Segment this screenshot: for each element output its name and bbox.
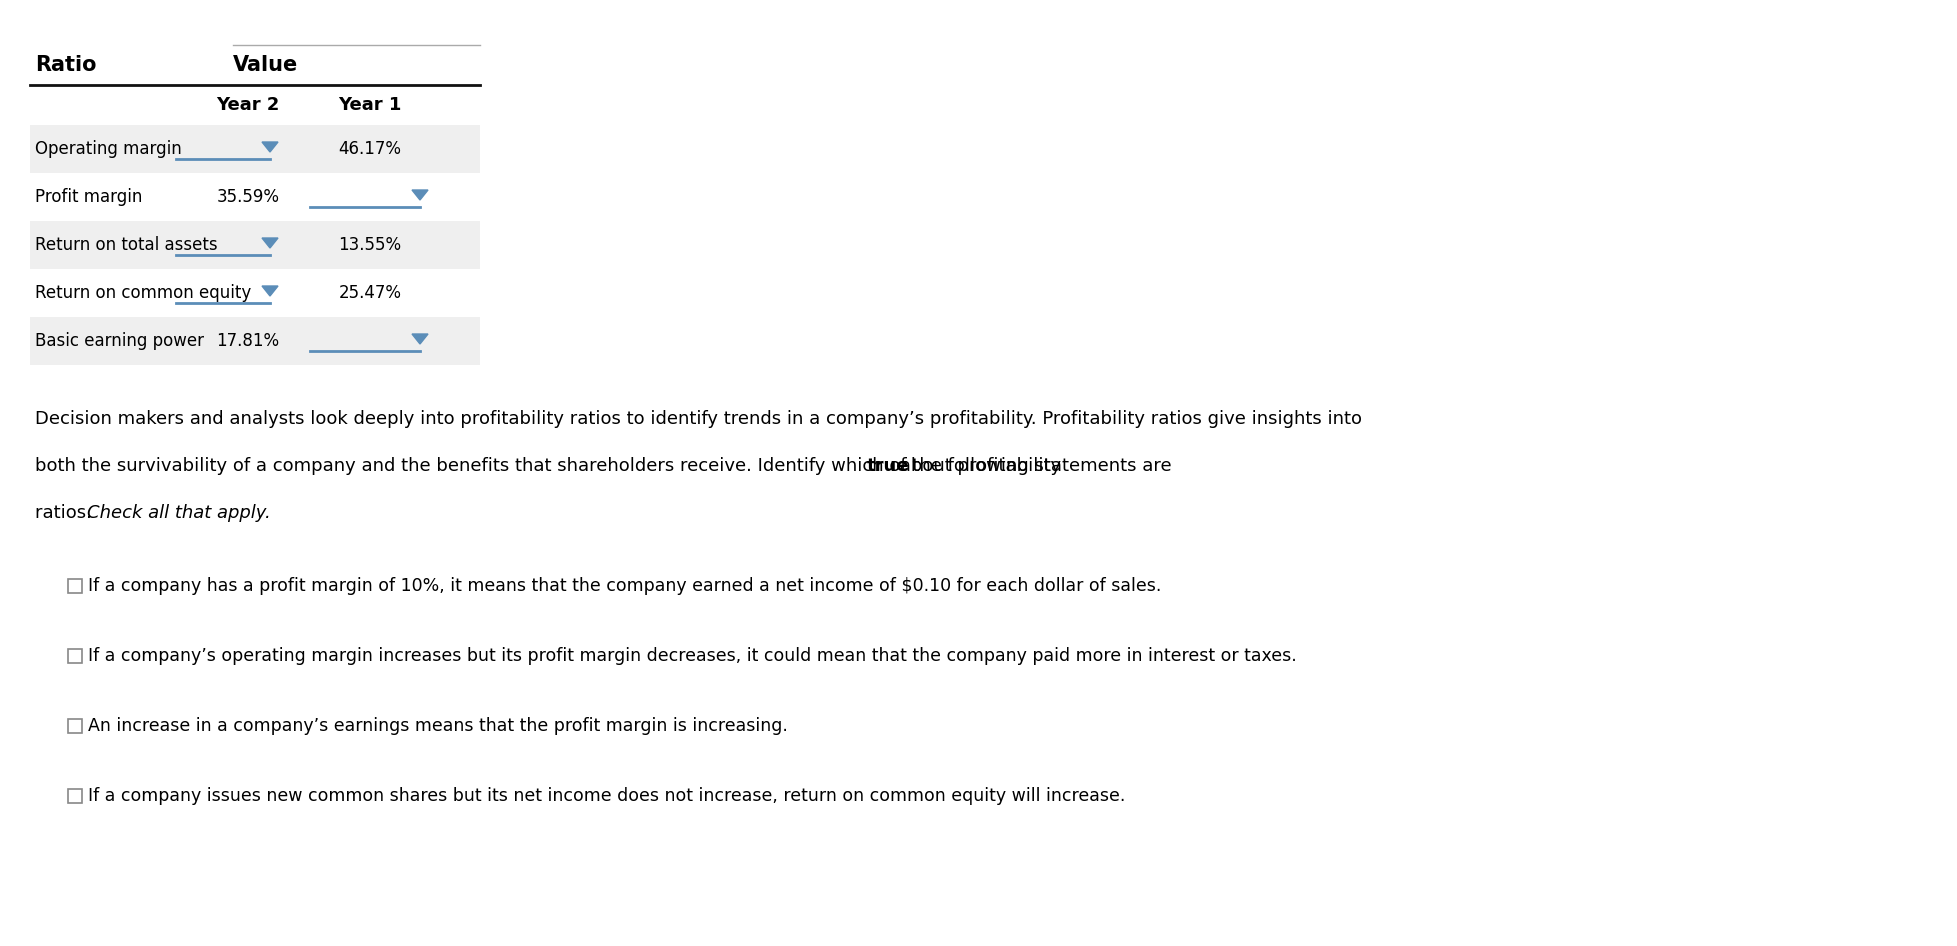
Text: Year 2: Year 2 — [215, 96, 280, 114]
Polygon shape — [411, 334, 429, 344]
Text: Return on total assets: Return on total assets — [35, 236, 217, 254]
Text: An increase in a company’s earnings means that the profit margin is increasing.: An increase in a company’s earnings mean… — [88, 717, 787, 735]
Text: about profitability: about profitability — [894, 457, 1061, 475]
Bar — [68, 579, 82, 593]
Text: Return on common equity: Return on common equity — [35, 284, 250, 302]
Text: ratios.: ratios. — [35, 504, 98, 522]
Text: true: true — [867, 457, 908, 475]
Text: both the survivability of a company and the benefits that shareholders receive. : both the survivability of a company and … — [35, 457, 1176, 475]
Bar — [68, 649, 82, 663]
Text: Ratio: Ratio — [35, 55, 96, 75]
Text: 46.17%: 46.17% — [339, 140, 401, 158]
Text: Operating margin: Operating margin — [35, 140, 182, 158]
Bar — [68, 789, 82, 803]
Bar — [68, 719, 82, 733]
Text: 17.81%: 17.81% — [217, 332, 280, 350]
Polygon shape — [262, 286, 278, 296]
Polygon shape — [262, 142, 278, 152]
Text: Value: Value — [233, 55, 297, 75]
Text: 35.59%: 35.59% — [217, 188, 280, 206]
Text: Check all that apply.: Check all that apply. — [88, 504, 270, 522]
Text: 25.47%: 25.47% — [339, 284, 401, 302]
Polygon shape — [411, 190, 429, 200]
Polygon shape — [262, 238, 278, 248]
Text: 13.55%: 13.55% — [339, 236, 401, 254]
Text: Profit margin: Profit margin — [35, 188, 143, 206]
Bar — [29, 221, 479, 269]
Text: Year 1: Year 1 — [339, 96, 401, 114]
Text: If a company has a profit margin of 10%, it means that the company earned a net : If a company has a profit margin of 10%,… — [88, 577, 1161, 595]
Text: If a company’s operating margin increases but its profit margin decreases, it co: If a company’s operating margin increase… — [88, 647, 1296, 665]
Bar — [29, 125, 479, 173]
Text: Basic earning power: Basic earning power — [35, 332, 204, 350]
Text: Decision makers and analysts look deeply into profitability ratios to identify t: Decision makers and analysts look deeply… — [35, 410, 1362, 428]
Text: If a company issues new common shares but its net income does not increase, retu: If a company issues new common shares bu… — [88, 787, 1125, 805]
Bar — [29, 317, 479, 365]
